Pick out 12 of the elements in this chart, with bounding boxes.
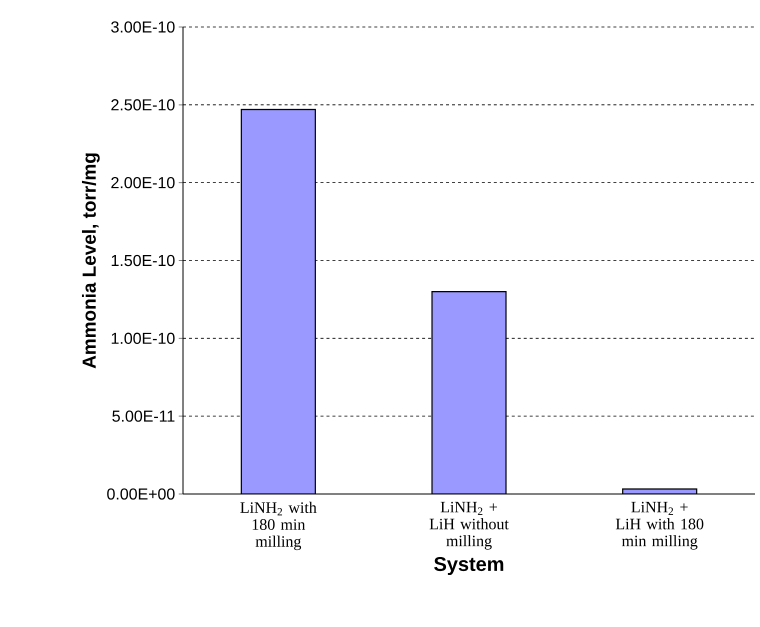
x-tick-label: LiNH$_{2}$ + LiH without milling (430, 502, 509, 550)
y-tick-label: 5.00E-11 (112, 410, 174, 422)
y-tick-label: 0.00E+00 (107, 488, 175, 500)
y-axis-title: Ammonia Level, torr/mg (82, 153, 100, 368)
x-tick-label: LiNH$_{2}$ + LiH with 180 min milling (616, 502, 704, 550)
y-tick-label: 1.50E-10 (112, 254, 175, 266)
y-tick-label: 1.00E-10 (112, 332, 175, 344)
x-axis-title: System (434, 556, 504, 576)
y-tick-label: 2.00E-10 (111, 177, 175, 188)
y-tick-label: 3.00E-10 (111, 21, 175, 33)
y-tick-label: 2.50E-10 (111, 99, 175, 110)
x-tick-label: LiNH$_{2}$ with 180 min milling (240, 502, 317, 550)
